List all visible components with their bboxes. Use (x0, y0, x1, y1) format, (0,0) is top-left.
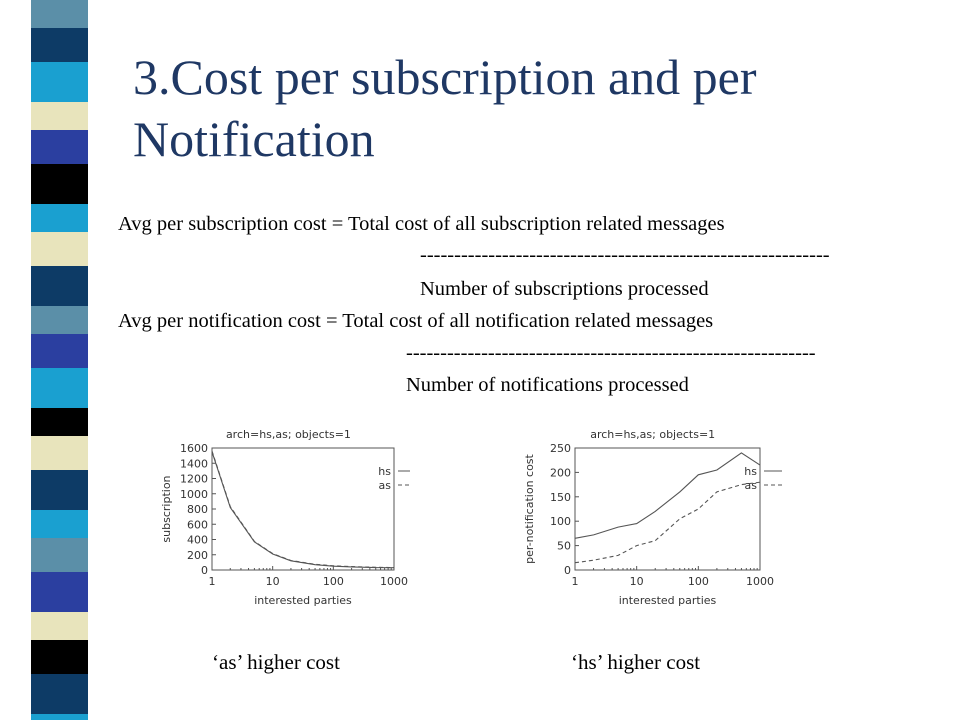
stripe-block (31, 470, 88, 510)
x-tick-label: 1 (209, 575, 216, 588)
y-tick-label: 150 (550, 491, 571, 504)
stripe-white-band (0, 0, 31, 720)
x-tick-label: 1 (572, 575, 579, 588)
y-axis-label: subscription (160, 475, 173, 542)
legend-label-as: as (745, 479, 758, 492)
x-tick-label: 1000 (746, 575, 774, 588)
stripe-block (31, 204, 88, 232)
x-axis-label: interested parties (254, 594, 352, 607)
y-tick-label: 0 (564, 564, 571, 577)
series-line-as (211, 450, 395, 569)
stripe-block (31, 368, 88, 408)
stripe-block (31, 130, 88, 164)
x-tick-label: 100 (688, 575, 709, 588)
notification-cost-chart-svg: arch=hs,as; objects=1 0 50 100 150 200 250 1 10 1… (523, 428, 782, 607)
y-tick-label: 100 (550, 515, 571, 528)
stripe-block (31, 714, 88, 720)
stripe-block (31, 572, 88, 612)
stripe-block (31, 232, 88, 266)
y-tick-label: 400 (187, 534, 208, 547)
stripe-block (31, 510, 88, 538)
chart-title: arch=hs,as; objects=1 (226, 428, 351, 441)
x-tick-label: 100 (323, 575, 344, 588)
subscription-cost-chart-svg: arch=hs,as; objects=1 0 200 400 600 800 1000 12… (160, 428, 410, 607)
chart-title: arch=hs,as; objects=1 (590, 428, 715, 441)
notification-formula-divider: ----------------------------------------… (406, 342, 816, 364)
stripe-block (31, 28, 88, 62)
stripe-block (31, 306, 88, 334)
y-tick-label: 600 (187, 518, 208, 531)
y-tick-label: 1200 (180, 473, 208, 486)
stripe-block (31, 164, 88, 204)
plot-frame (211, 447, 395, 571)
decorative-stripe (0, 0, 108, 720)
y-axis-label: per-notification cost (523, 453, 536, 563)
series-line-as (574, 481, 761, 564)
y-tick-label: 200 (550, 466, 571, 479)
stripe-block (31, 612, 88, 640)
y-tick-label: 800 (187, 503, 208, 516)
legend-label-hs: hs (378, 465, 391, 478)
stripe-block (31, 436, 88, 470)
y-tick-label: 1000 (180, 488, 208, 501)
stripe-block (31, 266, 88, 306)
y-tick-label: 0 (201, 564, 208, 577)
series-line-hs (211, 451, 395, 569)
y-tick-label: 1400 (180, 457, 208, 470)
legend-label-hs: hs (744, 465, 757, 478)
y-tick-label: 50 (557, 540, 571, 553)
slide-title: 3.Cost per subscription and per Notifica… (133, 49, 757, 167)
stripe-block (31, 538, 88, 572)
plot-frame (574, 447, 761, 571)
y-tick-label: 1600 (180, 442, 208, 455)
notification-formula-numerator: Avg per notification cost = Total cost o… (118, 310, 714, 332)
stripe-block (31, 408, 88, 436)
stripe-block (31, 62, 88, 102)
subscription-cost-chart: arch=hs,as; objects=1 0 200 400 600 800 1000 12… (104, 413, 410, 623)
x-tick-label: 10 (266, 575, 280, 588)
stripe-block (31, 102, 88, 130)
subscription-formula-divider: ----------------------------------------… (420, 244, 830, 266)
subscription-formula-numerator: Avg per subscription cost = Total cost o… (118, 213, 725, 235)
caption-as-higher-cost: ‘as’ higher cost (212, 650, 340, 674)
series-line-hs (574, 452, 761, 539)
x-axis-label: interested parties (619, 594, 717, 607)
x-tick-label: 10 (630, 575, 644, 588)
x-tick-label: 1000 (380, 575, 408, 588)
notification-formula-denominator: Number of notifications processed (406, 374, 689, 396)
stripe-block (31, 640, 88, 674)
stripe-block (31, 0, 88, 28)
legend-label-as: as (379, 479, 392, 492)
notification-cost-chart: arch=hs,as; objects=1 0 50 100 150 200 250 1 10 1… (503, 413, 793, 623)
stripe-block (31, 334, 88, 368)
y-tick-label: 200 (187, 549, 208, 562)
y-tick-label: 250 (550, 442, 571, 455)
subscription-formula-denominator: Number of subscriptions processed (420, 278, 709, 300)
caption-hs-higher-cost: ‘hs’ higher cost (571, 650, 701, 674)
stripe-block (31, 674, 88, 714)
